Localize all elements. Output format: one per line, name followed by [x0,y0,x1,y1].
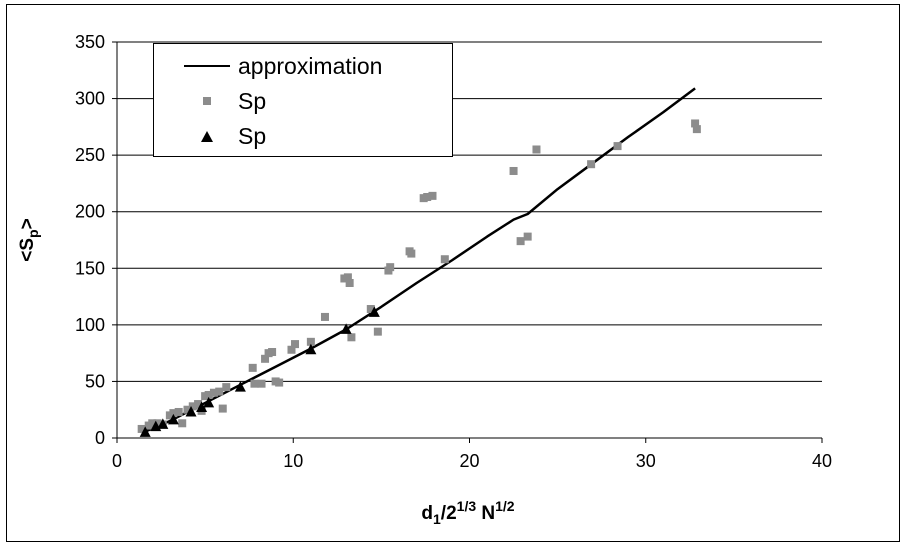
sp-square-point [218,404,227,413]
y-tick-label: 300 [75,89,105,109]
sp-square-point [148,419,157,428]
sp-triangle-point [139,426,151,437]
sp-square-point [287,345,296,354]
x-axis-title: d1/21/3 N1/2 [421,498,514,527]
sp-square-point [691,119,700,128]
sp-square-point [440,255,449,264]
sp-square-point [373,327,382,336]
sp-square-point [204,391,213,400]
sp-square-point [523,232,532,241]
sp-square-point [320,312,329,321]
sp-square-point [209,388,218,397]
sp-square-point [343,273,352,282]
sp-square-point [222,383,231,392]
y-tick-label: 200 [75,202,105,222]
line-marker-icon [184,65,230,67]
sp-square-point [137,424,146,433]
sp-triangle-point [234,381,246,392]
sp-square-point [178,419,187,428]
sp-triangle-point [185,405,197,417]
series [137,87,701,437]
x-tick-label: 20 [459,451,479,471]
sp-square-point [407,249,416,258]
sp-square-point [516,237,525,246]
x-tick-label: 30 [636,451,656,471]
sp-square-point [532,145,541,154]
sp-square-point [250,379,259,388]
sp-square-point [587,160,596,169]
x-tick-label: 0 [112,451,122,471]
legend-item-sp-square: Sp [154,86,266,116]
legend-label: approximation [238,52,383,79]
sp-square-point [428,191,437,200]
tick-labels: 0 50 100 150 200 250 300 350 0 10 20 30 40 [75,32,832,471]
sp-square-point [423,193,432,202]
triangle-marker-icon [184,130,230,142]
sp-square-point [509,166,518,175]
sp-square-point [194,400,203,409]
sp-square-point [174,407,183,416]
sp-square-point [366,305,375,314]
y-tick-label: 50 [85,371,105,391]
axes [112,41,823,443]
sp-triangle-point [368,306,380,317]
legend: approximation Sp Sp [153,43,453,157]
y-tick-label: 250 [75,145,105,165]
sp-triangle-point [196,401,208,412]
sp-triangle-point [157,418,169,429]
sp-triangle-point [305,343,317,355]
sp-square-point [248,363,257,372]
sp-square-point [613,142,622,151]
y-axis-title: <Sp> [17,218,41,261]
square-marker-icon [184,97,230,105]
sp-triangle-point [203,396,215,408]
sp-square-point [386,263,395,272]
x-tick-label: 40 [812,451,832,471]
sp-square-point [169,409,178,418]
legend-item-sp-triangle: Sp [154,121,266,151]
sp-square-point [275,378,284,387]
sp-square-point [257,379,266,388]
sp-square-point [306,337,315,346]
legend-label: Sp [238,87,267,114]
sp-square-point [153,419,162,428]
sp-square-point [347,333,356,342]
x-tick-label: 10 [283,451,303,471]
sp-square-point [692,125,701,134]
y-tick-label: 350 [75,32,105,52]
sp-square-point [188,402,197,411]
approximation-line [142,87,696,434]
sp-triangle-point [340,323,352,334]
legend-item-approximation: approximation [154,51,382,81]
y-tick-label: 0 [95,428,105,448]
y-tick-label: 100 [75,315,105,335]
sp-square-point [183,405,192,414]
legend-label: Sp [238,122,267,149]
sp-square-point [215,387,224,396]
sp-square-point [291,340,300,349]
sp-square-point [345,278,354,287]
sp-square-point [261,354,270,363]
y-tick-label: 150 [75,258,105,278]
sp-triangle-point [167,413,179,425]
sp-square-point [268,348,277,357]
